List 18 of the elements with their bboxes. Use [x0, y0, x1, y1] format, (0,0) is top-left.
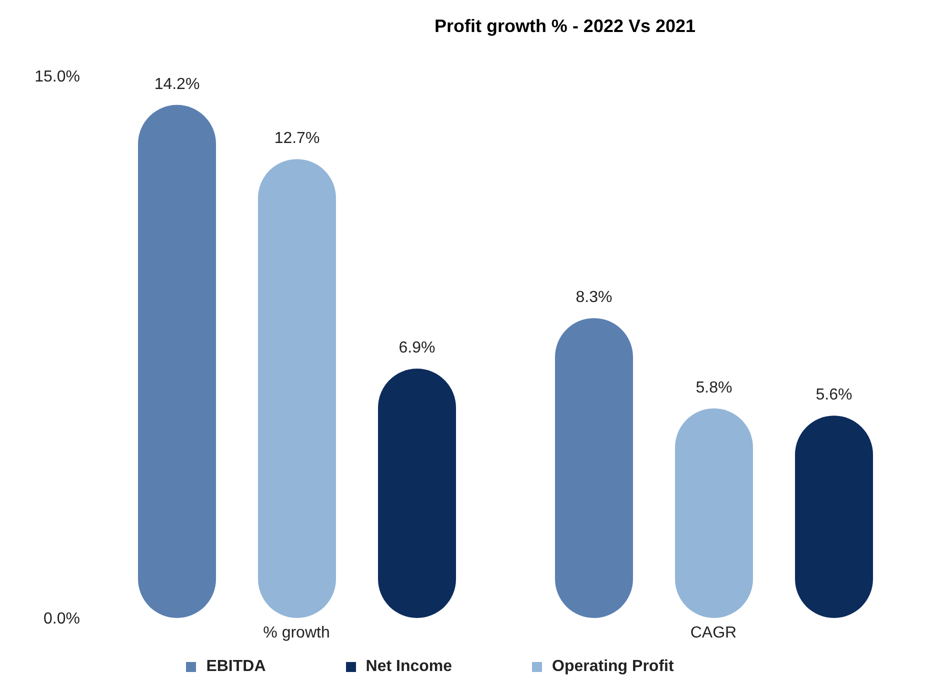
data-label: 8.3% [576, 289, 612, 306]
data-label: 5.6% [816, 386, 852, 404]
y-tick-label: 0.0% [44, 610, 80, 628]
bar [378, 368, 456, 618]
x-tick-label: CAGR [690, 624, 737, 642]
chart-title: Profit growth % - 2022 Vs 2021 [433, 15, 697, 38]
bar [138, 104, 216, 618]
data-label: 14.2% [154, 76, 200, 93]
legend-label: Net Income [366, 658, 452, 675]
data-label: 6.9% [398, 340, 436, 357]
x-tick-label: % growth [263, 624, 330, 642]
legend-label: Operating Profit [552, 658, 674, 675]
legend-label: EBITDA [206, 658, 266, 675]
bar [555, 318, 633, 618]
bar [258, 159, 336, 618]
y-tick-label: 15.0% [34, 68, 80, 86]
data-label: 12.7% [274, 130, 320, 148]
data-label: 5.8% [696, 379, 732, 396]
